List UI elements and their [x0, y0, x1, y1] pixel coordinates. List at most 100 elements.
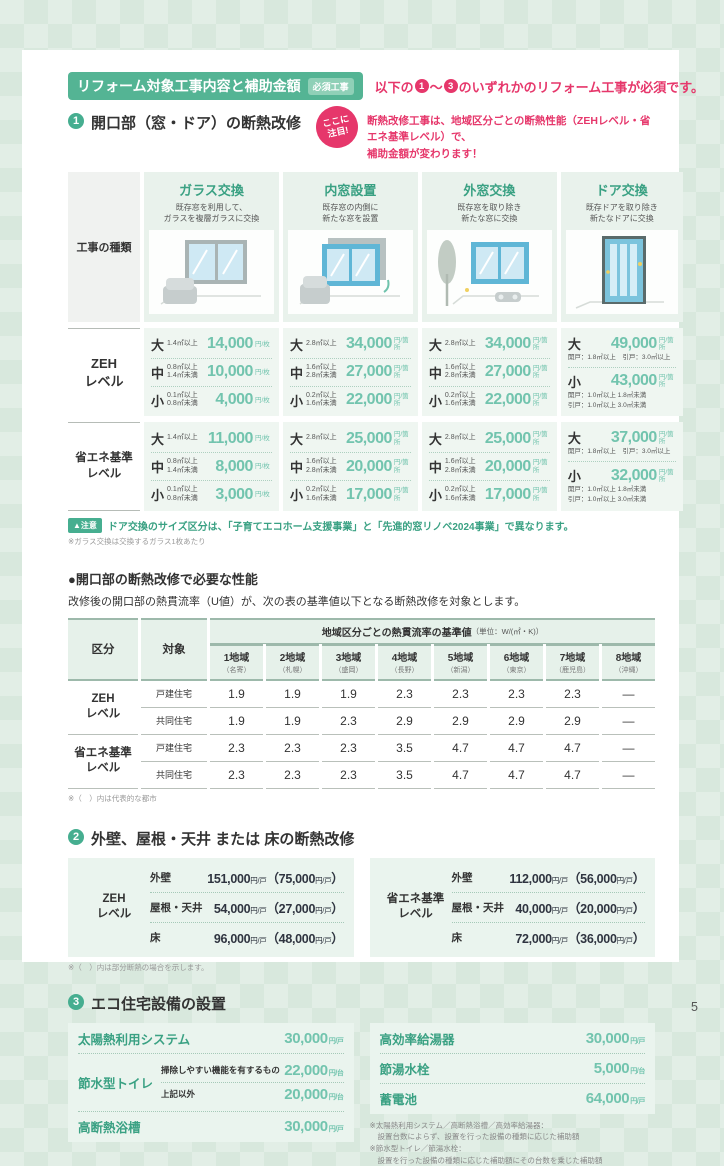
- region-header: 4地域 （長野）: [378, 643, 431, 681]
- door-replacement-illustration: [565, 230, 678, 315]
- envelope-price-row: 外壁 151,000円/戸（75,000円/戸）: [150, 863, 344, 893]
- zeh-glass-prices: 大 1.4㎡以上 14,000 円/枚 中 0.8㎡以上 1.4㎡未満 10,000 円/枚 …: [144, 328, 279, 417]
- shoene-glass-prices: 大 1.4㎡以上 11,000 円/枚 中 0.8㎡以上 1.4㎡未満 8,000 円/枚 小…: [144, 422, 279, 511]
- envelope-price-row: 屋根・天井 40,000円/戸（20,000円/戸）: [451, 893, 645, 923]
- glass-subnote: ※ガラス交換は交換するガラス1枚あたり: [68, 536, 206, 546]
- u-value-cell: 2.3: [546, 681, 599, 708]
- col-header-taisho: 対象: [141, 617, 207, 681]
- section3-notes: ※太陽熱利用システム／高断熱浴槽／高効率給湯器： 設置台数によらず、設置を行った…: [369, 1120, 603, 1165]
- caution-note: ▲注意 ドア交換のサイズ区分は、「子育てエコホーム支援事業」と「先進的窓リノベ2…: [68, 517, 655, 533]
- toilet-sub-row: 掃除しやすい機能を有するもの 22,000円/台: [161, 1059, 344, 1083]
- u-value-cell: 2.3: [322, 762, 375, 789]
- required-work-badge: 必須工事: [307, 77, 354, 95]
- envelope-price-row: 外壁 112,000円/戸（56,000円/戸）: [451, 863, 645, 893]
- u-value-cell: 2.3: [266, 762, 319, 789]
- attention-badge: ここに 注目!: [312, 102, 362, 152]
- page-number: 5: [691, 1000, 698, 1014]
- section2: 2 外壁、屋根・天井 または 床の断熱改修 ZEH レベル 外壁 151,000円…: [68, 828, 655, 973]
- glass-replacement-illustration: [149, 230, 274, 315]
- u-value-cell: 2.9: [434, 708, 487, 735]
- shoene-envelope-panel: 省エネ基準 レベル 外壁 112,000円/戸（56,000円/戸） 屋根・天井 …: [369, 857, 655, 957]
- u-value-cell: 4.7: [490, 735, 543, 762]
- region-header: 8地域 （沖縄）: [602, 643, 655, 681]
- section1-heading: 1 開口部（窓・ドア）の断熱改修 ここに 注目! 断熱改修工事は、地域区分ごとの…: [68, 102, 655, 162]
- section1-title: 開口部（窓・ドア）の断熱改修: [91, 115, 302, 132]
- section1-number-icon: 1: [68, 113, 84, 129]
- column-glass-replacement: ガラス交換 既存窓を利用して、 ガラスを複層ガラスに交換: [144, 171, 279, 323]
- zeh-door-prices: 大 49,000 円/箇所 開戸：1.8㎡以上 引戸：3.0㎡以上 小 43,000 円…: [560, 328, 683, 417]
- work-type-label: 工事の種類: [68, 171, 140, 323]
- u-value-cell: 4.7: [546, 762, 599, 789]
- column-inner-window: 内窓設置 既存窓の内側に 新たな窓を設置: [282, 171, 418, 323]
- caution-badge: ▲注意: [68, 517, 102, 533]
- performance-heading: ●開口部の断熱改修で必要な性能: [68, 571, 258, 587]
- zeh-envelope-panel: ZEH レベル 外壁 151,000円/戸（75,000円/戸） 屋根・天井 54…: [68, 857, 354, 957]
- u-value-cell: 2.3: [322, 708, 375, 735]
- envelope-price-row: 屋根・天井 54,000円/戸（27,000円/戸）: [150, 893, 344, 923]
- u-value-cell: 1.9: [210, 681, 263, 708]
- u-value-cell: 1.9: [266, 708, 319, 735]
- u-value-table: 区分 対象 地域区分ごとの熱貫流率の基準値 （単位：W/(㎡・K)） 1地域 （名寄…: [68, 617, 655, 789]
- region-header: 1地域 （名寄）: [210, 643, 263, 681]
- u-value-cell: —: [602, 708, 655, 735]
- col-header-kubun: 区分: [68, 617, 138, 681]
- u-value-cell: 4.7: [434, 762, 487, 789]
- circled-number-1-icon: 1: [414, 79, 429, 93]
- requirement-text: 以下の 1 〜 3 のいずれかのリフォーム工事が必須です。: [374, 79, 704, 95]
- section2-number-icon: 2: [68, 828, 84, 845]
- performance-section: ●開口部の断熱改修で必要な性能 改修後の開口部の熱貫流率（U値）が、次の表の基準…: [68, 569, 655, 804]
- u-value-cell: 3.5: [378, 735, 431, 762]
- region-header: 2地域 （札幌）: [266, 643, 319, 681]
- equipment-price-row: 節湯水栓 5,000円/台: [379, 1054, 645, 1084]
- inner-window-illustration: [287, 230, 413, 315]
- u-value-cell: 2.3: [378, 681, 431, 708]
- section1-lead-text: 断熱改修工事は、地域区分ごとの断熱性能（ZEHレベル・省エネ基準レベル）で、 補…: [367, 115, 651, 160]
- region-header: 3地域 （盛岡）: [322, 643, 375, 681]
- shoene-outer-window-prices: 大 2.8㎡以上 25,000 円/箇所 中 1.6㎡以上 2.8㎡未満 20,000 円/箇…: [421, 422, 557, 511]
- target-cell: 戸建住宅: [141, 735, 207, 762]
- target-cell: 共同住宅: [141, 762, 207, 789]
- subsidy-table: 工事の種類 ガラス交換 既存窓を利用して、 ガラスを複層ガラスに交換: [68, 171, 683, 511]
- shoene-door-prices: 大 37,000 円/箇所 開戸：1.8㎡以上 引戸：3.0㎡以上 小 32,000 円…: [560, 422, 683, 511]
- zeh-inner-window-prices: 大 2.8㎡以上 34,000 円/箇所 中 1.6㎡以上 2.8㎡未満 27,000 円/箇…: [282, 328, 418, 417]
- u-value-cell: 1.9: [322, 681, 375, 708]
- equipment-price-row: 蓄電池 64,000円/戸: [379, 1089, 646, 1107]
- column-outer-window: 外窓交換 既存窓を取り除き 新たな窓に交換: [421, 171, 557, 323]
- u-value-cell: 1.9: [210, 708, 263, 735]
- u-value-cell: 3.5: [378, 762, 431, 789]
- toilet-sub-row: 上記以外 20,000円/台: [161, 1085, 344, 1103]
- equipment-price-row-toilet: 節水型トイレ 掃除しやすい機能を有するもの 22,000円/台 上記以外 20,…: [78, 1054, 344, 1112]
- equipment-price-row: 高効率給湯器 30,000円/戸: [379, 1024, 645, 1054]
- zeh-level-row-label: ZEH レベル: [68, 328, 140, 416]
- shoene-inner-window-prices: 大 2.8㎡以上 25,000 円/箇所 中 1.6㎡以上 2.8㎡未満 20,000 円/箇…: [282, 422, 418, 511]
- section2-heading: 2 外壁、屋根・天井 または 床の断熱改修: [68, 828, 655, 849]
- u-value-cell: 4.7: [434, 735, 487, 762]
- page-header: リフォーム対象工事内容と補助金額 必須工事 以下の 1 〜 3 のいずれかのリフ…: [68, 72, 704, 100]
- u-value-cell: 2.3: [210, 735, 263, 762]
- section3-title: エコ住宅設備の設置: [91, 995, 227, 1013]
- u-value-cell: 2.3: [210, 762, 263, 789]
- u-value-cell: 2.3: [490, 681, 543, 708]
- equipment-price-row: 高断熱浴槽 30,000円/戸: [78, 1117, 344, 1135]
- envelope-price-row: 床 72,000円/戸（36,000円/戸）: [451, 931, 646, 946]
- target-cell: 戸建住宅: [141, 681, 207, 708]
- section3: 3 エコ住宅設備の設置 太陽熱利用システム 30,000円/戸 節水型トイレ 掃…: [68, 993, 655, 1166]
- group-label-zeh: ZEH レベル: [68, 681, 138, 735]
- u-value-cell: 2.3: [266, 735, 319, 762]
- u-value-cell: 2.9: [378, 708, 431, 735]
- section-title-bar: リフォーム対象工事内容と補助金額 必須工事: [68, 72, 363, 100]
- group-label-shoene: 省エネ基準 レベル: [68, 735, 138, 789]
- u-value-cell: 2.3: [434, 681, 487, 708]
- u-value-cell: —: [602, 762, 655, 789]
- document-page: リフォーム対象工事内容と補助金額 必須工事 以下の 1 〜 3 のいずれかのリフ…: [22, 50, 704, 1165]
- eco-equipment-panel-left: 太陽熱利用システム 30,000円/戸 節水型トイレ 掃除しやすい機能を有するも…: [68, 1022, 354, 1142]
- u-value-cell: 4.7: [546, 735, 599, 762]
- u-value-cell: 2.9: [490, 708, 543, 735]
- target-cell: 共同住宅: [141, 708, 207, 735]
- equipment-price-row: 太陽熱利用システム 30,000円/戸: [78, 1024, 344, 1054]
- section3-heading: 3 エコ住宅設備の設置: [68, 993, 655, 1014]
- region-header: 6地域 （東京）: [490, 643, 543, 681]
- eco-equipment-right-column: 高効率給湯器 30,000円/戸 節湯水栓 5,000円/台 蓄電池 64,00…: [369, 1022, 655, 1166]
- performance-description: 改修後の開口部の熱貫流率（U値）が、次の表の基準値以下となる断熱改修を対象としま…: [68, 595, 526, 608]
- region-header: 7地域 （鹿児島）: [546, 643, 599, 681]
